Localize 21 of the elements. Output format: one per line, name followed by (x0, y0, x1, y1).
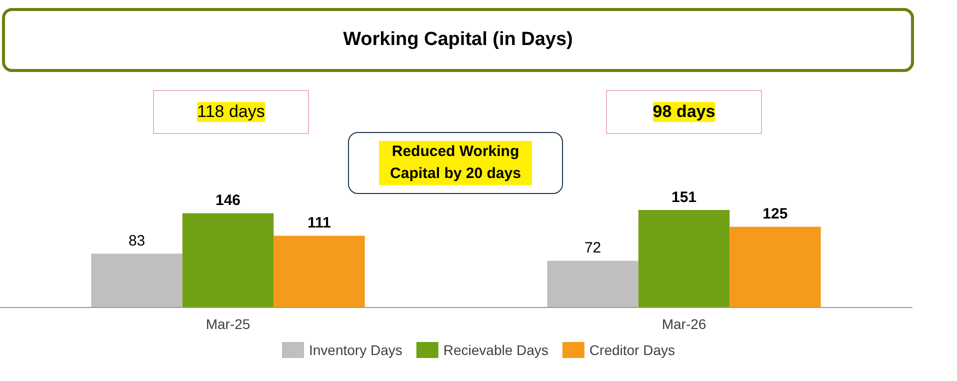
data-label: 72 (584, 240, 602, 257)
bar (547, 260, 638, 307)
text: 98 days (652, 102, 716, 122)
legend-label: Recievable Days (443, 342, 548, 358)
chart-title: Working Capital (in Days) (2, 8, 914, 72)
data-label: 111 (308, 214, 331, 232)
data-label: 125 (762, 206, 788, 223)
data-label: 83 (128, 232, 146, 250)
text: 118 days (197, 102, 265, 122)
x-tick-label: Mar-26 (662, 316, 706, 332)
data-label: 151 (671, 189, 697, 206)
bar (730, 226, 821, 307)
bar (182, 213, 274, 307)
x-tick-label: Mar-25 (206, 316, 250, 332)
bar (274, 236, 365, 307)
bar (638, 210, 730, 307)
legend-label: Creditor Days (589, 342, 676, 358)
legend-label: Inventory Days (309, 342, 402, 358)
text: Reduced Working Capital by 20 days (379, 141, 532, 185)
data-label: 146 (215, 192, 241, 210)
bar (91, 254, 182, 307)
